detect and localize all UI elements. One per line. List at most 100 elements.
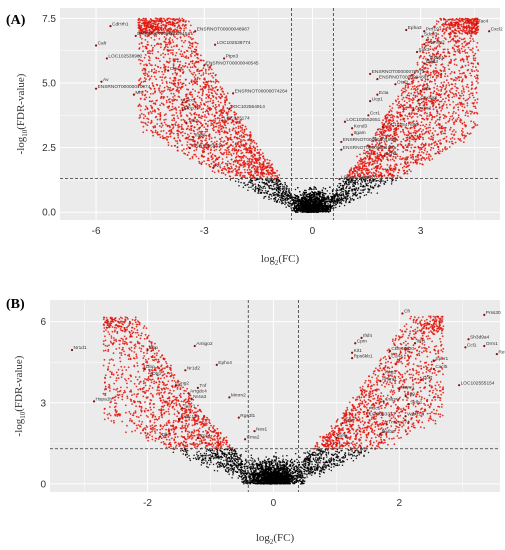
significant-point (376, 167, 379, 169)
significant-point (257, 157, 259, 160)
significant-point (460, 76, 462, 79)
significant-point (462, 141, 465, 144)
significant-point (402, 150, 404, 153)
significant-point (213, 171, 216, 174)
nonsignificant-point (331, 195, 333, 198)
significant-point (466, 27, 468, 30)
significant-point (447, 64, 450, 67)
significant-point (168, 105, 171, 108)
significant-point (198, 127, 201, 129)
significant-point (164, 25, 167, 28)
significant-point (150, 112, 153, 114)
significant-point (415, 160, 417, 162)
significant-point (205, 116, 208, 119)
significant-point (360, 169, 363, 172)
significant-point (218, 120, 221, 122)
significant-point (157, 23, 159, 25)
significant-point (188, 135, 191, 138)
significant-point (454, 50, 457, 53)
significant-point (164, 137, 167, 139)
nonsignificant-point (281, 195, 283, 198)
significant-point (217, 88, 219, 91)
significant-point (210, 149, 212, 152)
nonsignificant-point (334, 196, 336, 198)
nonsignificant-point (273, 200, 276, 202)
nonsignificant-point (259, 185, 262, 188)
significant-point (422, 138, 425, 141)
significant-point (399, 143, 402, 146)
significant-point (193, 76, 196, 78)
significant-point (453, 71, 456, 74)
significant-point (414, 146, 417, 149)
significant-point (158, 108, 160, 111)
significant-point (182, 23, 185, 26)
significant-point (398, 100, 401, 103)
significant-point (364, 160, 366, 163)
significant-point (461, 134, 464, 137)
significant-point (412, 158, 415, 161)
significant-point (206, 124, 209, 127)
significant-point (420, 114, 423, 117)
significant-point (161, 135, 164, 138)
significant-point (376, 133, 378, 136)
significant-point (150, 104, 152, 107)
significant-point (224, 96, 227, 99)
significant-point (245, 147, 248, 149)
significant-point (473, 125, 475, 128)
nonsignificant-point (243, 182, 245, 184)
significant-point (434, 82, 437, 85)
significant-point (232, 163, 235, 166)
significant-point (265, 167, 268, 169)
significant-point (348, 170, 351, 173)
significant-point (259, 175, 262, 178)
nonsignificant-point (375, 180, 377, 182)
significant-point (193, 153, 196, 156)
significant-point (176, 60, 179, 63)
significant-point (416, 113, 418, 115)
significant-point (254, 159, 257, 162)
significant-point (412, 153, 414, 156)
nonsignificant-point (337, 189, 339, 191)
significant-point (241, 131, 244, 134)
significant-point (405, 89, 408, 92)
significant-point (431, 132, 434, 135)
significant-point (444, 115, 447, 118)
significant-point (146, 41, 149, 43)
nonsignificant-point (357, 183, 359, 185)
significant-point (153, 68, 156, 71)
significant-point (393, 115, 396, 118)
significant-point (196, 70, 199, 72)
significant-point (440, 90, 442, 92)
significant-point (236, 162, 239, 165)
significant-point (195, 53, 198, 56)
significant-point (254, 149, 256, 152)
significant-point (187, 46, 190, 49)
significant-point (147, 52, 149, 54)
nonsignificant-point (367, 191, 369, 193)
significant-point (399, 163, 402, 166)
nonsignificant-point (345, 201, 347, 204)
significant-point (372, 162, 374, 165)
significant-point (402, 130, 405, 133)
nonsignificant-point (339, 184, 342, 187)
significant-point (166, 139, 169, 141)
significant-point (225, 153, 228, 156)
nonsignificant-point (362, 191, 364, 194)
significant-point (152, 22, 155, 25)
significant-point (451, 140, 453, 143)
significant-point (211, 87, 214, 89)
significant-point (356, 170, 358, 173)
significant-point (170, 82, 173, 84)
significant-point (177, 106, 180, 108)
significant-point (214, 117, 217, 120)
significant-point (178, 91, 180, 94)
significant-point (439, 150, 441, 153)
significant-point (373, 162, 376, 165)
significant-point (156, 24, 159, 27)
significant-point (216, 111, 218, 114)
significant-point (190, 129, 193, 132)
significant-point (422, 152, 425, 154)
significant-point (372, 153, 375, 155)
significant-point (453, 95, 456, 98)
significant-point (474, 124, 477, 127)
